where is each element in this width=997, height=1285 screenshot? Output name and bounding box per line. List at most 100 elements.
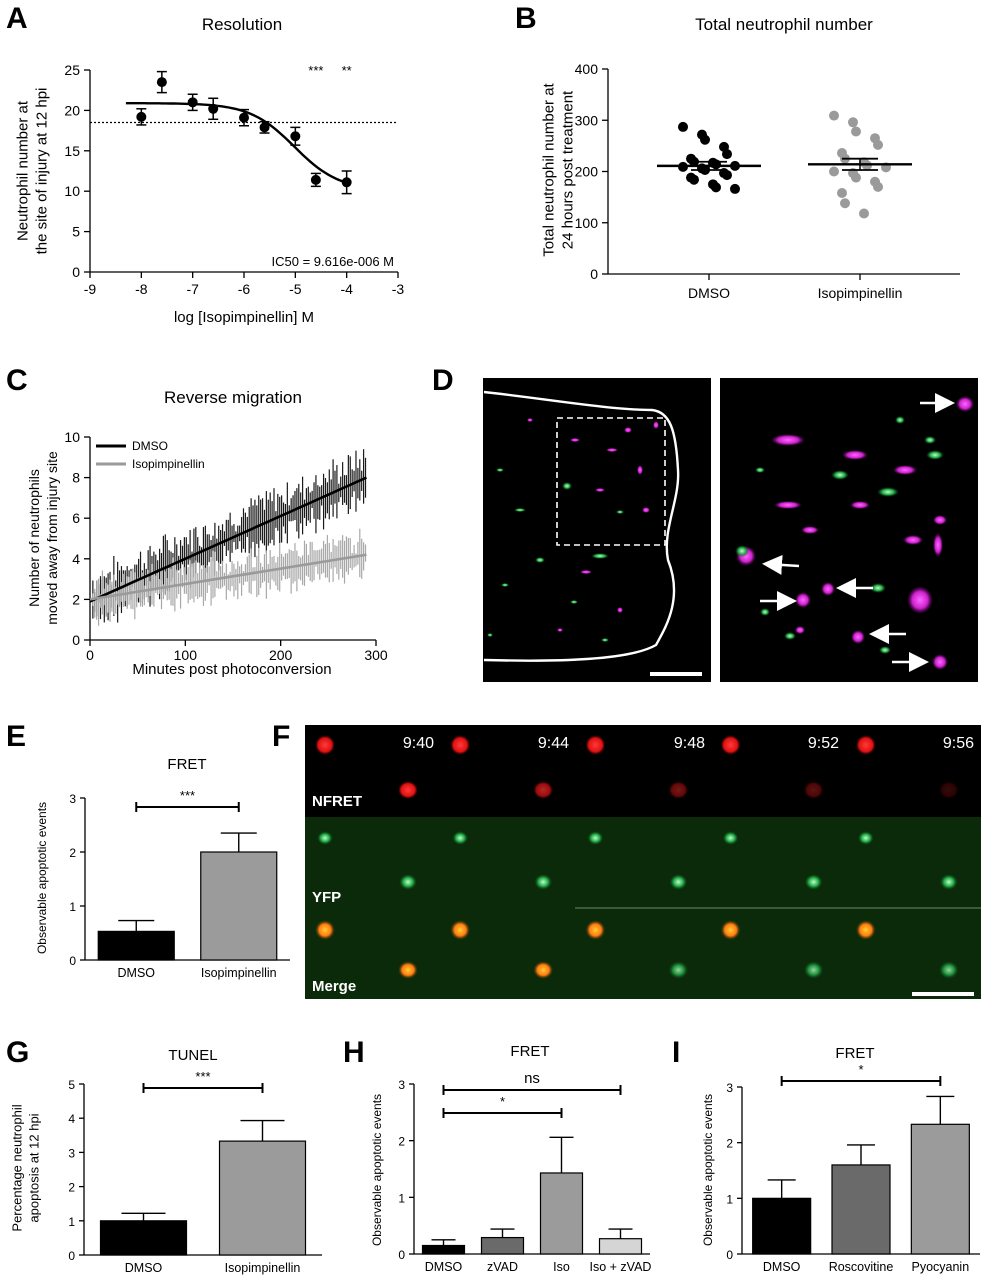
cell xyxy=(642,507,650,513)
row-label-yfp: YFP xyxy=(312,889,341,906)
y-tick-label: 0 xyxy=(398,1248,405,1262)
arrow-2 xyxy=(762,554,800,575)
y-tick-label: 0 xyxy=(590,266,598,282)
yfp-cell-1 xyxy=(317,831,333,845)
nfret-cell-stable xyxy=(450,735,471,755)
y-tick-label: 1 xyxy=(69,900,76,914)
cell xyxy=(601,638,609,642)
significance-label: *** xyxy=(180,788,195,803)
zoom-region-box xyxy=(556,417,666,546)
y-tick-label: 200 xyxy=(575,164,599,180)
nfret-cell-apoptotic xyxy=(668,781,689,799)
panel-letter-f: F xyxy=(272,720,290,753)
overview-cells xyxy=(487,418,659,642)
data-point xyxy=(829,110,839,121)
cell xyxy=(926,450,944,460)
timestamp-3: 9:48 xyxy=(674,735,705,752)
bar xyxy=(752,1197,812,1255)
y-tick-label: 2 xyxy=(68,1181,75,1195)
y-axis-label: Total neutrophil number at xyxy=(541,82,558,256)
x-tick-label: Iso + zVAD xyxy=(590,1260,652,1274)
cell xyxy=(487,633,493,637)
cell xyxy=(801,526,819,534)
y-tick-label: 4 xyxy=(68,1112,75,1126)
significance-label: * xyxy=(500,1094,505,1109)
data-point xyxy=(290,131,301,142)
x-tick-label: -7 xyxy=(186,281,199,297)
y-axis-label: Neutrophil number at xyxy=(15,100,32,241)
timelapse-row xyxy=(305,908,981,999)
chart-b-total-neutrophils: Total neutrophil number 0 100 200 300 400 Tota… xyxy=(541,15,960,301)
bar xyxy=(910,1123,970,1255)
x-tick-label: Iso xyxy=(553,1260,570,1274)
x-tick-label: Roscovitine xyxy=(829,1260,894,1274)
y-axis-label: Observable apoptotic events xyxy=(35,802,49,954)
cell xyxy=(879,646,891,654)
y-axis-label: the site of injury at 12 hpi xyxy=(34,88,51,255)
y-tick-label: 3 xyxy=(726,1081,733,1095)
data-point xyxy=(730,183,740,194)
yfp-cell-1 xyxy=(857,831,874,845)
apoptotic-cell-arrows xyxy=(760,393,955,672)
cell xyxy=(821,582,835,596)
panel-letter-b: B xyxy=(515,2,537,35)
y-tick-label: 8 xyxy=(72,470,80,486)
y-tick-label: 10 xyxy=(64,183,80,199)
cell xyxy=(606,448,618,452)
cell xyxy=(903,535,923,545)
chart-title: TUNEL xyxy=(168,1047,217,1064)
cell xyxy=(771,434,805,446)
cell xyxy=(842,450,868,460)
micrograph-zoom xyxy=(720,378,978,682)
data-point xyxy=(187,97,198,108)
y-tick-label: 15 xyxy=(64,143,80,159)
yfp-cell-1 xyxy=(452,831,469,845)
merge-cell-1 xyxy=(315,920,335,940)
cell xyxy=(570,438,580,442)
data-point xyxy=(873,181,883,192)
yfp-cell-2 xyxy=(939,874,958,890)
data-point xyxy=(310,174,321,185)
x-tick-label: DMSO xyxy=(425,1260,463,1274)
cell xyxy=(637,465,643,475)
y-tick-label: 3 xyxy=(68,1146,75,1160)
yfp-cell-2 xyxy=(804,874,823,890)
cell xyxy=(795,626,805,634)
x-tick-label: zVAD xyxy=(487,1260,518,1274)
row-label-merge: Merge xyxy=(312,978,356,995)
cell xyxy=(932,654,948,670)
merge-cell-1 xyxy=(720,920,741,940)
chart-e-fret: FRET 0 1 2 3 Observable apoptotic events DMSO I… xyxy=(35,756,290,980)
timelapse-row xyxy=(305,817,981,908)
y-tick-label: 1 xyxy=(398,1191,405,1205)
nfret-cell-stable xyxy=(855,735,876,755)
y-tick-label: 1 xyxy=(68,1215,75,1229)
y-tick-label: 1 xyxy=(726,1192,733,1206)
cell xyxy=(496,468,504,472)
bar xyxy=(218,1140,307,1256)
x-tick-label: 200 xyxy=(269,647,293,663)
data-point xyxy=(851,126,861,137)
measurement-bars-0 xyxy=(92,449,367,623)
panel-d-microscopy xyxy=(483,378,978,682)
micrograph-overview xyxy=(483,378,711,682)
merge-cell-2 xyxy=(533,961,554,979)
y-tick-label: 25 xyxy=(64,62,80,78)
y-tick-label: 6 xyxy=(72,510,80,526)
data-point xyxy=(700,134,710,145)
data-point xyxy=(689,174,699,185)
bar xyxy=(480,1236,525,1255)
fit-curve xyxy=(125,102,348,184)
cell xyxy=(755,467,765,473)
cell xyxy=(527,418,533,422)
nfret-cell-stable xyxy=(720,735,741,755)
cell xyxy=(501,583,509,587)
nfret-cell-apoptotic xyxy=(533,781,554,799)
data-point xyxy=(239,112,249,123)
nfret-cell-apoptotic xyxy=(398,781,418,799)
cell xyxy=(580,570,592,574)
y-tick-label: 0 xyxy=(72,632,80,648)
chart-title: Total neutrophil number xyxy=(695,15,873,34)
y-tick-label: 300 xyxy=(575,112,599,128)
